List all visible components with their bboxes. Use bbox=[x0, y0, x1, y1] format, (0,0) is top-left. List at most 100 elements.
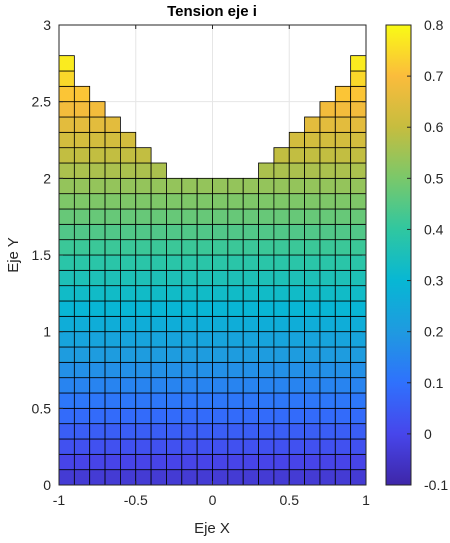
mesh-cell bbox=[166, 407, 183, 425]
mesh-cell bbox=[89, 131, 106, 149]
mesh-cell bbox=[334, 469, 352, 486]
mesh-cell bbox=[273, 208, 290, 225]
mesh-cell bbox=[166, 193, 183, 210]
mesh-cell bbox=[334, 331, 352, 348]
mesh-cell bbox=[196, 392, 213, 409]
mesh-cell bbox=[89, 254, 106, 271]
mesh-cell bbox=[104, 377, 121, 394]
mesh-cell bbox=[288, 346, 306, 363]
mesh-cell bbox=[73, 223, 91, 241]
mesh-cell bbox=[319, 285, 336, 302]
mesh-cell bbox=[258, 315, 275, 333]
mesh-cell bbox=[319, 177, 336, 195]
mesh-cell bbox=[288, 300, 306, 317]
mesh-cell bbox=[350, 70, 367, 87]
mesh-cell bbox=[58, 239, 75, 256]
mesh-cell bbox=[304, 193, 321, 210]
mesh-cell bbox=[73, 300, 91, 317]
mesh-cell bbox=[242, 438, 259, 455]
mesh-cell bbox=[273, 315, 290, 333]
mesh-cell bbox=[135, 315, 152, 333]
mesh-cell bbox=[104, 438, 121, 455]
mesh-cell bbox=[350, 392, 367, 409]
mesh-cell bbox=[350, 177, 367, 195]
mesh-cell bbox=[181, 407, 198, 425]
mesh-cell bbox=[334, 300, 352, 317]
mesh-cell bbox=[120, 315, 137, 333]
mesh-cell bbox=[304, 285, 321, 302]
colorbar-ticks: -0.1 0 0.1 0.2 0.3 0.4 0.5 0.6 0.7 0.8 bbox=[407, 17, 448, 493]
y-tick-label: 1.5 bbox=[32, 247, 52, 263]
mesh-cell bbox=[273, 423, 290, 440]
mesh-cell bbox=[181, 331, 198, 348]
mesh-cell bbox=[150, 361, 167, 379]
x-axis-ticks: -1 -0.5 0 0.5 1 bbox=[53, 25, 370, 508]
mesh-cell bbox=[181, 223, 198, 241]
mesh-cell bbox=[58, 254, 75, 271]
mesh-cell bbox=[73, 147, 91, 164]
mesh-cell bbox=[334, 162, 352, 179]
mesh-cell bbox=[334, 208, 352, 225]
mesh-cell bbox=[58, 361, 75, 379]
mesh-cell bbox=[104, 116, 121, 133]
mesh-cell bbox=[350, 423, 367, 440]
mesh-cell bbox=[150, 254, 167, 271]
mesh-cell bbox=[120, 469, 137, 486]
mesh-cell bbox=[258, 162, 275, 179]
mesh-cell bbox=[258, 208, 275, 225]
mesh-cell bbox=[104, 346, 121, 363]
mesh-cell bbox=[58, 438, 75, 455]
mesh-cell bbox=[120, 300, 137, 317]
mesh-cell bbox=[304, 346, 321, 363]
mesh-cell bbox=[150, 269, 167, 287]
mesh-cell bbox=[166, 346, 183, 363]
mesh-cell bbox=[304, 162, 321, 179]
mesh-cell bbox=[212, 407, 229, 425]
mesh-cell bbox=[58, 315, 75, 333]
mesh-cell bbox=[104, 254, 121, 271]
mesh-cell bbox=[73, 208, 91, 225]
mesh-cell bbox=[89, 116, 106, 133]
mesh-cell bbox=[166, 315, 183, 333]
mesh-cell bbox=[104, 208, 121, 225]
mesh-cell bbox=[212, 223, 229, 241]
mesh-cell bbox=[319, 377, 336, 394]
mesh-cell bbox=[242, 254, 259, 271]
mesh-cell bbox=[150, 162, 167, 179]
mesh-cell bbox=[258, 407, 275, 425]
mesh-cell bbox=[350, 85, 367, 103]
mesh-cell bbox=[58, 70, 75, 87]
mesh-cell bbox=[319, 223, 336, 241]
mesh-cell bbox=[120, 239, 137, 256]
mesh-cell bbox=[58, 285, 75, 302]
mesh-cell bbox=[58, 55, 75, 72]
mesh-cell bbox=[150, 208, 167, 225]
mesh-cell bbox=[319, 392, 336, 409]
mesh-cell bbox=[89, 162, 106, 179]
mesh-cell bbox=[120, 361, 137, 379]
mesh-cell bbox=[212, 239, 229, 256]
mesh-cell bbox=[334, 377, 352, 394]
mesh-cell bbox=[273, 239, 290, 256]
mesh-cell bbox=[334, 254, 352, 271]
mesh-cell bbox=[242, 361, 259, 379]
mesh-cell bbox=[89, 469, 106, 486]
mesh-cell bbox=[304, 300, 321, 317]
mesh-cell bbox=[334, 285, 352, 302]
mesh-cell bbox=[166, 377, 183, 394]
mesh-cell bbox=[73, 269, 91, 287]
mesh-cell bbox=[334, 239, 352, 256]
mesh-cell bbox=[181, 239, 198, 256]
mesh-cell bbox=[227, 193, 244, 210]
mesh-cell bbox=[304, 239, 321, 256]
mesh-cell bbox=[73, 162, 91, 179]
mesh-cell bbox=[89, 101, 106, 118]
mesh-cell bbox=[181, 177, 198, 195]
y-axis-label: Eje Y bbox=[5, 237, 22, 273]
mesh-cell bbox=[350, 147, 367, 164]
mesh-cell bbox=[73, 469, 91, 486]
mesh-cell bbox=[334, 453, 352, 471]
y-tick-label: 0.5 bbox=[32, 400, 52, 416]
mesh-cell bbox=[120, 407, 137, 425]
mesh-cell bbox=[166, 438, 183, 455]
